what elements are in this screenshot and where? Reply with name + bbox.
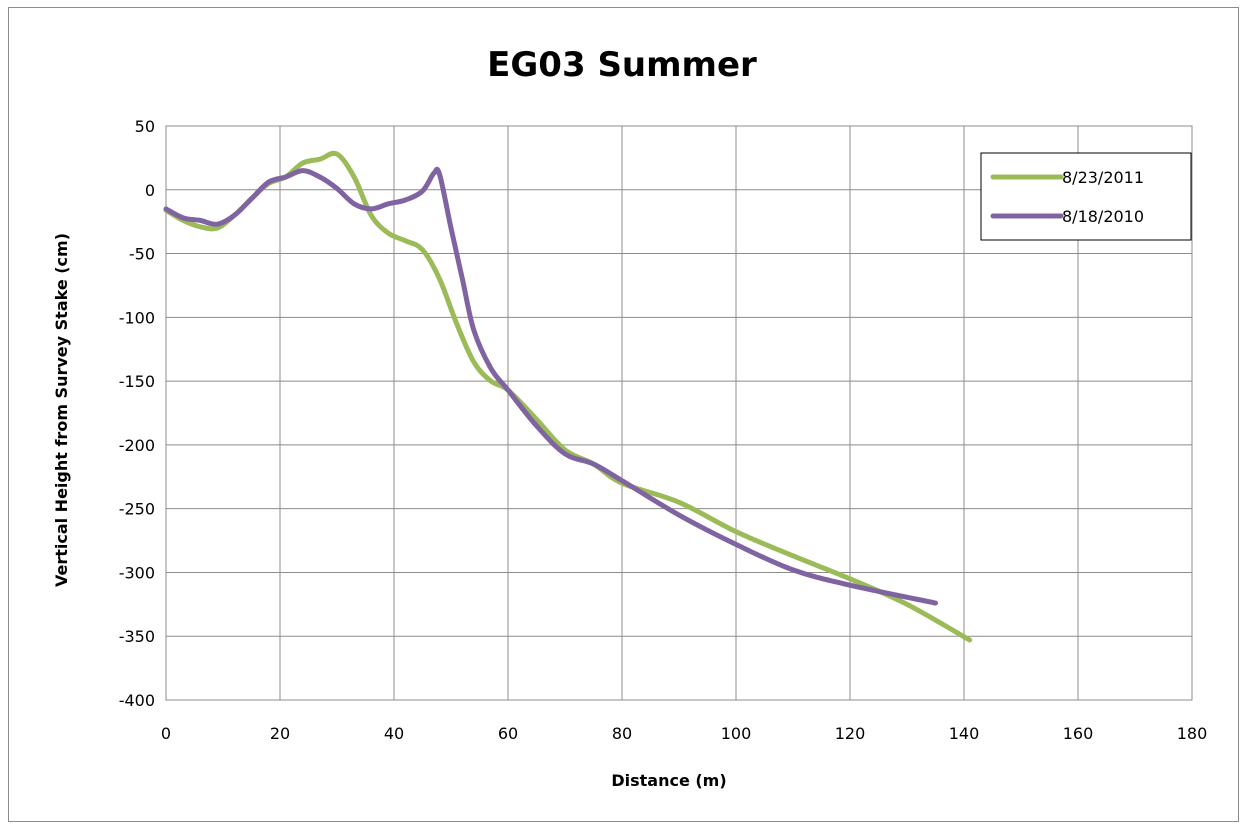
x-tick-label: 20 (270, 724, 290, 743)
legend-label: 8/18/2010 (1062, 207, 1144, 226)
chart-area: EG03 Summer 50 0 -50 -100 -150 -200 -250 -300 -3… (8, 7, 1239, 822)
legend-box (980, 152, 1192, 241)
plot-area (165, 125, 1193, 701)
x-tick-label: 80 (612, 724, 632, 743)
x-tick-label: 120 (835, 724, 866, 743)
y-tick-label: -100 (119, 308, 155, 327)
x-tick-label: 0 (161, 724, 171, 743)
series-line-1 (163, 150, 973, 643)
legend-label: 8/23/2011 (1062, 168, 1144, 187)
x-tick-label: 100 (721, 724, 752, 743)
y-tick-label: -350 (119, 627, 155, 646)
y-tick-label: -300 (119, 563, 155, 582)
y-tick-label: -400 (119, 691, 155, 710)
chart-title: EG03 Summer (487, 45, 757, 85)
y-tick-label: -250 (119, 500, 155, 519)
series-line-2 (163, 166, 938, 606)
x-axis-title: Distance (m) (611, 771, 726, 790)
x-tick-label: 140 (949, 724, 980, 743)
y-tick-label: -50 (129, 245, 155, 264)
legend: 8/23/2011 8/18/2010 (980, 152, 1192, 241)
line-chart: EG03 Summer 50 0 -50 -100 -150 -200 -250 -300 -3… (52, 45, 1208, 790)
series-lines (163, 150, 973, 643)
x-tick-label: 40 (384, 724, 404, 743)
y-tick-label: -150 (119, 372, 155, 391)
y-tick-label: 0 (145, 181, 155, 200)
x-tick-label: 180 (1177, 724, 1208, 743)
y-tick-label: 50 (135, 117, 155, 136)
y-tick-label: -200 (119, 436, 155, 455)
x-tick-label: 60 (498, 724, 518, 743)
axis-ticks: 50 0 -50 -100 -150 -200 -250 -300 -350 -400 0 20 40 6… (119, 117, 1208, 743)
x-tick-label: 160 (1063, 724, 1094, 743)
y-axis-title: Vertical Height from Survey Stake (cm) (52, 233, 71, 587)
